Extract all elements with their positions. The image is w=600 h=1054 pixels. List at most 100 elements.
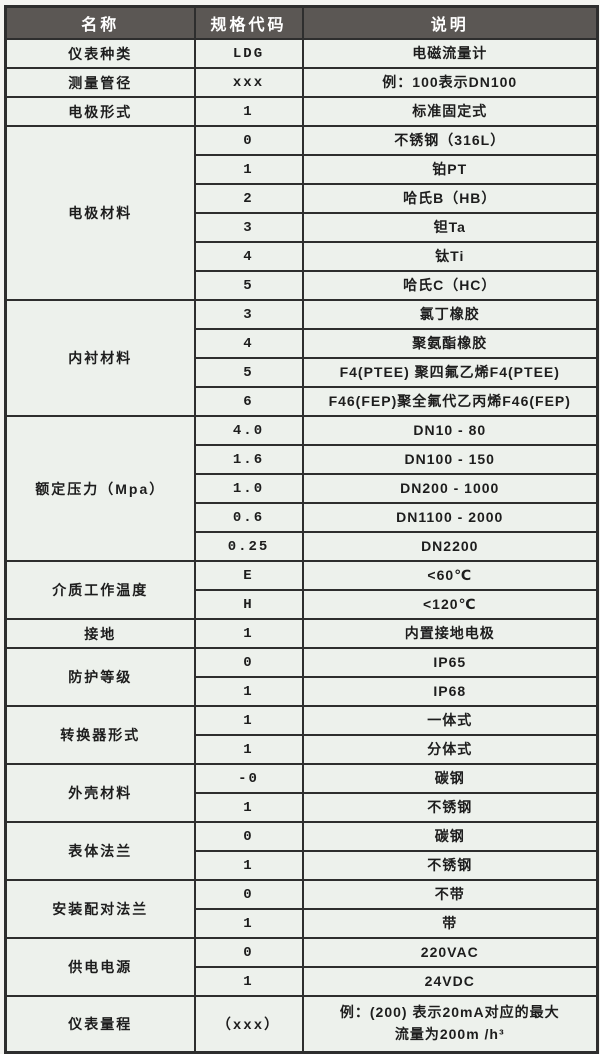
table-row: 1 不锈钢 bbox=[6, 850, 599, 881]
spec-desc-cell: IP65 bbox=[301, 647, 599, 678]
spec-desc-cell: IP68 bbox=[301, 676, 599, 707]
spec-name-cell: 供电电源 bbox=[4, 937, 196, 997]
table-row: 介质工作温度 E <60℃ bbox=[4, 560, 599, 620]
spec-desc-cell: 电磁流量计 bbox=[301, 38, 599, 69]
spec-desc-cell: 例：100表示DN100 bbox=[301, 67, 599, 98]
table-row: 仪表量程 （xxx） 例：(200) 表示20mA对应的最大 流量为200m /h³ bbox=[4, 995, 599, 1054]
spec-desc-cell: 哈氏C（HC） bbox=[301, 270, 599, 301]
table-row: 电极形式 1 标准固定式 bbox=[4, 96, 599, 127]
spec-desc-cell: F4(PTEE) 聚四氟乙烯F4(PTEE) bbox=[301, 357, 599, 388]
spec-name-cell: 测量管径 bbox=[4, 67, 196, 98]
spec-desc-cell: 分体式 bbox=[301, 734, 599, 765]
spec-desc-cell: 碳钢 bbox=[301, 763, 599, 794]
spec-code-cell: 4 bbox=[193, 328, 304, 359]
spec-desc-cell: DN10 - 80 bbox=[301, 415, 599, 446]
spec-code-cell: 1 bbox=[193, 908, 304, 939]
spec-code-cell: 5 bbox=[193, 357, 304, 388]
table-row: 0.25 DN2200 bbox=[6, 531, 599, 562]
table-row: 1.6 DN100 - 150 bbox=[6, 444, 599, 475]
spec-code-cell: E bbox=[193, 560, 304, 591]
spec-code-cell: 4.0 bbox=[193, 415, 304, 446]
table-header: 名称 规格代码 说明 bbox=[4, 5, 599, 40]
table-row: 2 哈氏B（HB） bbox=[6, 183, 599, 214]
spec-table: 名称 规格代码 说明 仪表种类 LDG 电磁流量计 测量管径 xxx 例：100表示DN1… bbox=[4, 5, 599, 1054]
spec-code-cell: 0 bbox=[193, 125, 304, 156]
spec-code-cell: 1 bbox=[193, 96, 304, 127]
table-row: 1 不锈钢 bbox=[6, 792, 599, 823]
col-header-desc: 说明 bbox=[301, 5, 599, 40]
table-row: 表体法兰 0 碳钢 bbox=[4, 821, 599, 881]
spec-name-cell: 仪表量程 bbox=[4, 995, 196, 1054]
spec-desc-cell: 不锈钢 bbox=[301, 850, 599, 881]
table-row: 1.0 DN200 - 1000 bbox=[6, 473, 599, 504]
spec-desc-cell: 氯丁橡胶 bbox=[301, 299, 599, 330]
table-row: 外壳材料 -0 碳钢 bbox=[4, 763, 599, 823]
spec-name-cell: 仪表种类 bbox=[4, 38, 196, 69]
spec-name-cell: 内衬材料 bbox=[4, 299, 196, 417]
spec-code-cell: 1 bbox=[193, 966, 304, 997]
spec-code-cell: 1 bbox=[193, 792, 304, 823]
table-row: 4 聚氨酯橡胶 bbox=[6, 328, 599, 359]
spec-desc-cell: 不锈钢 bbox=[301, 792, 599, 823]
spec-desc-cell: 一体式 bbox=[301, 705, 599, 736]
spec-code-cell: H bbox=[193, 589, 304, 620]
spec-desc-cell: 聚氨酯橡胶 bbox=[301, 328, 599, 359]
spec-desc-cell: <120℃ bbox=[301, 589, 599, 620]
spec-code-cell: 0.25 bbox=[193, 531, 304, 562]
spec-code-cell: 1.6 bbox=[193, 444, 304, 475]
table-row: 转换器形式 1 一体式 bbox=[4, 705, 599, 765]
spec-code-cell: 0 bbox=[193, 821, 304, 852]
table-row: 5 F4(PTEE) 聚四氟乙烯F4(PTEE) bbox=[6, 357, 599, 388]
spec-table-page: 名称 规格代码 说明 仪表种类 LDG 电磁流量计 测量管径 xxx 例：100表示DN1… bbox=[4, 5, 599, 1054]
spec-code-cell: 0 bbox=[193, 647, 304, 678]
spec-code-cell: 1.0 bbox=[193, 473, 304, 504]
spec-code-cell: 1 bbox=[193, 676, 304, 707]
spec-desc-cell: 带 bbox=[301, 908, 599, 939]
spec-code-cell: 5 bbox=[193, 270, 304, 301]
spec-code-cell: 1 bbox=[193, 618, 304, 649]
spec-desc-cell: 内置接地电极 bbox=[301, 618, 599, 649]
table-row: 5 哈氏C（HC） bbox=[6, 270, 599, 301]
table-row: 内衬材料 3 氯丁橡胶 bbox=[4, 299, 599, 417]
table-body: 仪表种类 LDG 电磁流量计 测量管径 xxx 例：100表示DN100 电极形式 1 标准固定… bbox=[4, 38, 599, 1054]
table-row: 6 F46(FEP)聚全氟代乙丙烯F46(FEP) bbox=[6, 386, 599, 417]
spec-desc-cell: 钽Ta bbox=[301, 212, 599, 243]
spec-desc-cell: 220VAC bbox=[301, 937, 599, 968]
spec-desc-cell: 24VDC bbox=[301, 966, 599, 997]
spec-desc-cell: 标准固定式 bbox=[301, 96, 599, 127]
spec-code-cell: -0 bbox=[193, 763, 304, 794]
spec-desc-cell: F46(FEP)聚全氟代乙丙烯F46(FEP) bbox=[301, 386, 599, 417]
table-row: 接地 1 内置接地电极 bbox=[4, 618, 599, 649]
spec-name-cell: 转换器形式 bbox=[4, 705, 196, 765]
table-row: 防护等级 0 IP65 bbox=[4, 647, 599, 707]
spec-desc-cell: 钛Ti bbox=[301, 241, 599, 272]
table-row: 4 钛Ti bbox=[6, 241, 599, 272]
table-row: 3 钽Ta bbox=[6, 212, 599, 243]
spec-code-cell: LDG bbox=[193, 38, 304, 69]
spec-name-cell: 表体法兰 bbox=[4, 821, 196, 881]
spec-desc-cell: 哈氏B（HB） bbox=[301, 183, 599, 214]
spec-name-cell: 接地 bbox=[4, 618, 196, 649]
spec-code-cell: 1 bbox=[193, 705, 304, 736]
spec-code-cell: 3 bbox=[193, 212, 304, 243]
spec-name-cell: 电极材料 bbox=[4, 125, 196, 301]
spec-desc-cell: <60℃ bbox=[301, 560, 599, 591]
table-row: 测量管径 xxx 例：100表示DN100 bbox=[4, 67, 599, 98]
spec-name-cell: 安装配对法兰 bbox=[4, 879, 196, 939]
table-row: 额定压力（Mpa） 4.0 DN10 - 80 bbox=[4, 415, 599, 562]
spec-desc-cell: DN2200 bbox=[301, 531, 599, 562]
spec-name-cell: 外壳材料 bbox=[4, 763, 196, 823]
spec-code-cell: 0 bbox=[193, 879, 304, 910]
spec-desc-cell: DN1100 - 2000 bbox=[301, 502, 599, 533]
spec-code-cell: 3 bbox=[193, 299, 304, 330]
spec-code-cell: 1 bbox=[193, 734, 304, 765]
spec-code-cell: 6 bbox=[193, 386, 304, 417]
spec-desc-cell: 例：(200) 表示20mA对应的最大 流量为200m /h³ bbox=[301, 995, 599, 1054]
spec-name-cell: 电极形式 bbox=[4, 96, 196, 127]
spec-code-cell: 0 bbox=[193, 937, 304, 968]
table-row: 1 分体式 bbox=[6, 734, 599, 765]
spec-desc-cell: 碳钢 bbox=[301, 821, 599, 852]
spec-desc-cell: 不带 bbox=[301, 879, 599, 910]
table-row: H <120℃ bbox=[6, 589, 599, 620]
spec-name-cell: 额定压力（Mpa） bbox=[4, 415, 196, 562]
